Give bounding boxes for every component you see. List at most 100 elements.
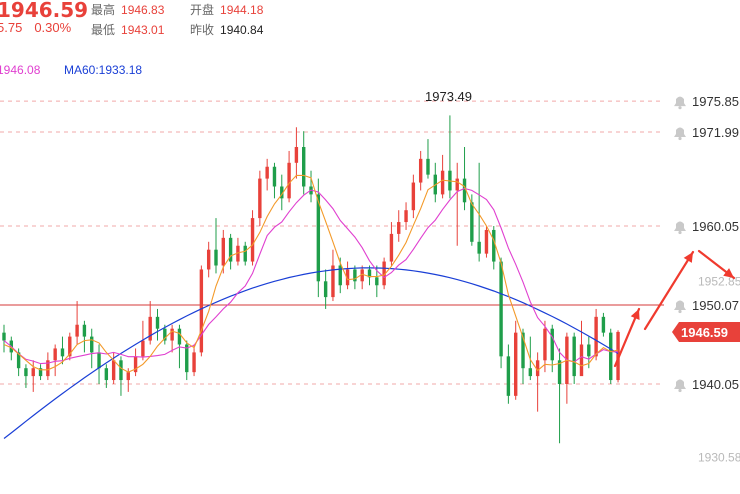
candle bbox=[170, 324, 174, 353]
low-label: 最低 bbox=[91, 23, 116, 37]
candle bbox=[543, 320, 547, 373]
candle bbox=[506, 344, 511, 404]
candles bbox=[2, 115, 620, 444]
candle bbox=[462, 147, 467, 211]
candle bbox=[418, 150, 423, 191]
candle bbox=[228, 233, 233, 270]
candle bbox=[367, 265, 372, 286]
low-value: 1943.01 bbox=[121, 23, 165, 37]
candle bbox=[433, 162, 437, 203]
candle bbox=[455, 162, 459, 246]
prev-close-value: 1940.84 bbox=[220, 23, 264, 37]
candle bbox=[243, 241, 247, 266]
prev-close-stat: 昨收 1940.84 bbox=[190, 21, 263, 38]
ma-short-value: 1946.08 bbox=[0, 63, 41, 77]
candle bbox=[185, 340, 189, 381]
candle bbox=[389, 222, 394, 266]
candle bbox=[53, 344, 57, 377]
candle bbox=[492, 226, 496, 270]
bell-icon[interactable] bbox=[674, 300, 686, 314]
candle bbox=[594, 308, 598, 361]
bell-icon[interactable] bbox=[674, 221, 686, 235]
level-tag-text: 1975.85 bbox=[692, 94, 739, 109]
arrow-down bbox=[697, 249, 736, 280]
candle bbox=[499, 257, 503, 369]
high-label: 最高 bbox=[91, 3, 116, 17]
candle bbox=[579, 320, 584, 377]
level-tag-text: 1940.05 bbox=[692, 377, 739, 392]
candle bbox=[287, 150, 291, 203]
candle bbox=[38, 364, 43, 381]
svg-text:1946.59: 1946.59 bbox=[681, 325, 728, 340]
quote-header: 1946.59 5.75 0.30% 最高 1946.83 开盘 1944.18 最低… bbox=[0, 0, 740, 80]
candle bbox=[258, 170, 262, 226]
candle bbox=[411, 174, 416, 219]
prev-close-label: 昨收 bbox=[190, 23, 215, 37]
candle bbox=[90, 328, 94, 369]
arrow-up-short bbox=[613, 307, 641, 368]
candle bbox=[155, 308, 160, 341]
candle bbox=[565, 332, 569, 404]
candle bbox=[609, 328, 613, 384]
peak-label: 1973.49 bbox=[425, 89, 472, 104]
candle bbox=[353, 265, 357, 290]
bell-icon[interactable] bbox=[674, 379, 686, 393]
price-tags: 1975.85 1971.99 1960.05 1950.07 1940.05 1973.… bbox=[425, 89, 740, 464]
candle bbox=[75, 301, 79, 345]
candle bbox=[272, 162, 277, 199]
candle bbox=[572, 332, 576, 384]
candle bbox=[360, 265, 364, 290]
candle bbox=[60, 336, 65, 365]
candle bbox=[302, 131, 306, 195]
candle bbox=[192, 344, 196, 377]
low-stat: 最低 1943.01 bbox=[91, 21, 164, 38]
ma60-value: MA60:1933.18 bbox=[64, 63, 143, 77]
bell-icon[interactable] bbox=[674, 127, 686, 141]
candle bbox=[68, 332, 72, 361]
candle bbox=[46, 352, 50, 381]
candle bbox=[514, 320, 518, 400]
candle bbox=[448, 115, 452, 199]
candle bbox=[477, 162, 481, 262]
candle bbox=[397, 210, 401, 242]
candle bbox=[294, 127, 299, 179]
level-tag-text: 1971.99 bbox=[692, 125, 739, 140]
current-price-tag: 1946.59 bbox=[672, 321, 740, 342]
change-pct: 0.30% bbox=[34, 20, 72, 35]
open-stat: 开盘 1944.18 bbox=[190, 1, 263, 18]
high-stat: 最高 1946.83 bbox=[91, 1, 164, 18]
candle bbox=[440, 154, 445, 199]
candle bbox=[601, 312, 606, 337]
candle bbox=[265, 158, 269, 191]
last-price: 1946.59 bbox=[0, 0, 89, 22]
candle bbox=[31, 360, 35, 392]
candle bbox=[535, 352, 540, 412]
high-value: 1946.83 bbox=[121, 3, 165, 17]
price-change: 5.75 0.30% bbox=[0, 20, 83, 35]
ma10-line bbox=[3, 187, 619, 365]
candle bbox=[82, 320, 87, 353]
candle bbox=[426, 139, 430, 179]
level-tag-text: 1960.05 bbox=[692, 219, 739, 234]
candle bbox=[323, 269, 328, 309]
candle bbox=[382, 257, 386, 290]
ma5-line bbox=[3, 174, 619, 373]
trend-arrows bbox=[613, 249, 736, 368]
price-level-lines bbox=[0, 100, 664, 385]
candle bbox=[557, 348, 562, 444]
candle bbox=[2, 324, 6, 353]
candle bbox=[550, 324, 554, 373]
open-label: 开盘 bbox=[190, 3, 215, 17]
candle bbox=[119, 356, 123, 396]
candle bbox=[345, 261, 350, 290]
candle bbox=[133, 348, 138, 377]
change-abs: 5.75 bbox=[0, 20, 23, 35]
candle bbox=[484, 226, 489, 258]
open-value: 1944.18 bbox=[220, 3, 264, 17]
candle bbox=[280, 174, 284, 211]
bell-icon[interactable] bbox=[674, 96, 686, 110]
candle bbox=[316, 178, 321, 298]
candle bbox=[199, 265, 204, 357]
candle bbox=[404, 202, 408, 230]
